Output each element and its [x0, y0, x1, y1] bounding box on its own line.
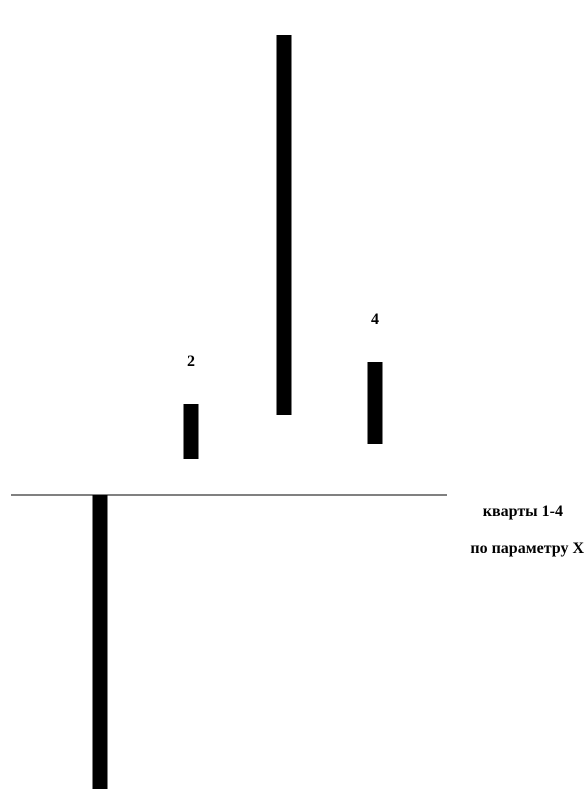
bar-label-2: 2 — [187, 353, 195, 370]
bar-label-4: 4 — [371, 311, 379, 328]
bar-3 — [276, 35, 292, 415]
bars-group — [92, 35, 383, 789]
axis-label-line1: кварты 1-4 — [483, 503, 563, 520]
bar-label-3: 3 — [280, 0, 288, 1]
bar-labels-group: 2 3 4 — [187, 0, 379, 370]
bar-2 — [183, 404, 199, 459]
bar-4 — [367, 362, 383, 444]
bar-1 — [92, 495, 108, 789]
axis-label-line2: по параметру Х — [470, 540, 584, 557]
